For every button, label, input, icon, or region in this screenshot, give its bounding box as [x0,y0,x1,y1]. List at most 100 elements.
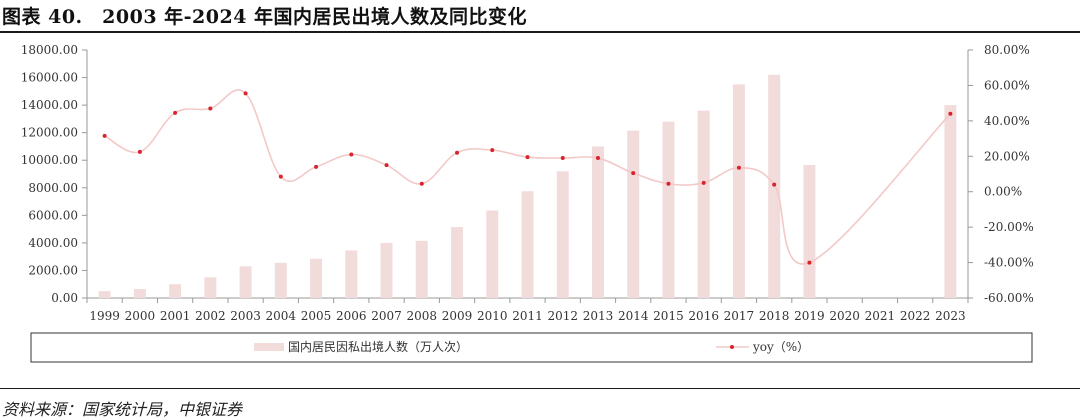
bar-series [98,74,957,299]
bar [944,105,957,298]
bar [486,210,499,298]
yoy-point [419,181,424,186]
x-tick-label: 2010 [477,309,508,323]
bar [451,227,464,298]
x-tick-label: 2013 [583,309,614,323]
chart-title: 图表 40. 2003 年-2024 年国内居民出境人数及同比变化 [2,6,528,28]
bar [133,289,146,298]
bar [732,84,745,298]
x-tick-label: 2023 [935,309,966,323]
bar [204,277,217,298]
yoy-point [490,148,495,153]
x-tick-label: 2000 [125,309,156,323]
left-tick-label: 2000.00 [28,263,78,277]
x-tick-label: 2016 [688,309,719,323]
x-tick-label: 2014 [618,309,649,323]
bar [521,191,534,298]
right-tick-label: -40.00% [984,256,1034,270]
legend-swatch-marker [730,345,734,349]
x-tick-label: 2015 [653,309,684,323]
bar [98,291,111,298]
bottom-rule [0,388,1080,389]
left-tick-label: 14000.00 [21,98,78,112]
x-tick-label: 2008 [407,309,438,323]
yoy-point [631,171,636,176]
legend: 国内居民因私出境人数（万人次） yoy（%） [30,332,1033,363]
left-tick-label: 4000.00 [28,236,78,250]
x-tick-label: 2006 [336,309,367,323]
x-tick-label: 2019 [794,309,825,323]
right-axis-ticks: -60.00% -40.00% -20.00% 0.00% 20.00% 40.00% 60… [968,43,1034,305]
bar [697,110,710,298]
x-tick-label: 2001 [160,309,191,323]
yoy-point [772,182,777,187]
yoy-point [455,150,460,155]
x-tick-label: 2011 [512,309,543,323]
yoy-point [736,165,741,170]
left-tick-label: 12000.00 [21,126,78,140]
yoy-point [243,91,248,96]
right-tick-label: 80.00% [984,43,1030,57]
legend-swatch-bars [254,343,284,351]
right-tick-label: 40.00% [984,114,1030,128]
yoy-point [384,163,389,168]
bar [169,284,182,298]
x-tick-label: 1999 [89,309,120,323]
left-tick-label: 6000.00 [28,208,78,222]
x-tick-label: 2007 [371,309,402,323]
legend-box [30,332,1033,363]
right-tick-label: -60.00% [984,291,1034,305]
bar [239,266,252,298]
bar [662,121,675,299]
bar [415,240,428,298]
top-rule [0,31,1080,33]
yoy-point [314,164,319,169]
bar [556,171,569,298]
bar [345,250,358,298]
yoy-point [948,111,953,116]
legend-label-bars: 国内居民因私出境人数（万人次） [288,339,468,354]
right-tick-label: 60.00% [984,78,1030,92]
bar [380,242,393,298]
x-tick-label: 2018 [759,309,790,323]
yoy-point [525,155,530,160]
bar [803,165,816,298]
left-tick-label: 16000.00 [21,71,78,85]
bar [627,130,640,298]
right-tick-label: -20.00% [984,220,1034,234]
yoy-point [173,110,178,115]
yoy-point [666,181,671,186]
yoy-point [278,174,283,179]
left-tick-label: 8000.00 [28,181,78,195]
x-tick-label: 2022 [900,309,931,323]
x-tick-label: 2009 [442,309,473,323]
x-tick-label: 2021 [865,309,896,323]
source-note: 资料来源：国家统计局，中银证券 [2,400,243,419]
left-tick-label: 10000.00 [21,153,78,167]
left-tick-label: 0.00 [51,291,78,305]
yoy-point [349,152,354,157]
x-tick-label: 2012 [547,309,578,323]
x-tick-label: 2003 [230,309,261,323]
x-tick-label: 2004 [266,309,297,323]
yoy-point [137,149,142,154]
legend-label-line: yoy（%） [752,340,809,354]
yoy-point [807,260,812,265]
yoy-point [560,156,565,161]
x-axis-ticks: 1999 2000 2001 2002 2003 2004 2005 2006 2007 2008… [86,298,969,323]
chart: 1999 2000 2001 2002 2003 2004 2005 2006 2007 2008… [21,43,1034,363]
yoy-point [595,156,600,161]
line-series [102,89,953,265]
bar [310,258,323,298]
right-tick-label: 0.00% [984,185,1022,199]
bar [591,146,604,298]
x-tick-label: 2005 [301,309,332,323]
x-tick-label: 2017 [724,309,755,323]
yoy-point [102,133,107,138]
right-tick-label: 20.00% [984,149,1030,163]
bar [274,262,287,298]
x-tick-label: 2020 [829,309,860,323]
yoy-point [208,106,213,111]
x-tick-label: 2002 [195,309,226,323]
left-axis-ticks: 0.00 2000.00 4000.00 6000.00 8000.00 10000.00… [21,43,87,305]
